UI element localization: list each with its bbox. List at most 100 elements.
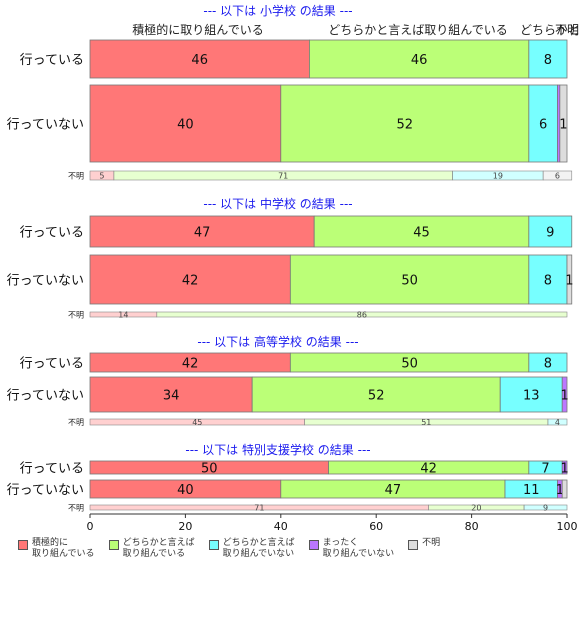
bar-segment	[89, 39, 310, 79]
bar-value-label: 50	[401, 274, 418, 289]
bar-value-label: 45	[413, 226, 430, 241]
bar-value-label: 42	[420, 462, 437, 477]
legend-label: 不明	[422, 538, 441, 548]
bar-value-label: 8	[544, 274, 552, 289]
unknown-row-label: 不明	[68, 418, 84, 427]
x-tick-label: 20	[178, 520, 192, 533]
bar-segment	[528, 39, 568, 79]
bar-segment	[528, 254, 568, 305]
bar-value-label: 7	[541, 462, 549, 477]
bar-value-label: 40	[177, 118, 194, 133]
bar-value-label: 13	[523, 389, 540, 404]
legend-swatch	[408, 540, 419, 550]
legend-swatch	[108, 540, 119, 550]
row-label: 行っていない	[7, 483, 84, 498]
bar-segment	[89, 254, 291, 305]
bar-segment	[89, 215, 315, 248]
unknown-value-label: 51	[421, 418, 431, 427]
bar-value-label: 42	[182, 274, 199, 289]
unknown-value-label: 20	[471, 504, 481, 513]
legend-label: どちらかと言えば 取り組んでいない	[222, 538, 295, 559]
column-header-label: 積極的に取り組んでいる	[132, 22, 263, 37]
bar-segment	[559, 84, 568, 163]
unknown-value-label: 14	[118, 311, 128, 320]
column-header-label: どちらかと言えば取り組んでいる	[328, 23, 507, 37]
unknown-value-label: 19	[493, 172, 503, 181]
unknown-value-label: 71	[278, 172, 288, 181]
bar-value-label: 6	[539, 118, 547, 133]
legend-label: 積極的に 取り組んでいる	[32, 538, 95, 559]
unknown-value-label: 9	[543, 504, 548, 513]
bar-value-label: 46	[411, 53, 428, 68]
bar-value-label: 1	[560, 389, 568, 404]
bar-segment	[528, 84, 558, 163]
unknown-row-label: 不明	[68, 172, 84, 181]
unknown-value-label: 71	[254, 504, 264, 513]
bar-segment	[561, 376, 568, 413]
bar-value-label: 40	[177, 483, 194, 498]
unknown-value-label: 86	[357, 311, 367, 320]
row-label: 行っている	[20, 462, 84, 477]
bar-value-label: 47	[194, 226, 211, 241]
bar-value-label: 9	[546, 226, 554, 241]
bar-segment	[561, 479, 568, 499]
panel-title: --- 以下は 中学校 の結果 ---	[203, 196, 352, 211]
unknown-value-label: 4	[555, 418, 560, 427]
legend-label: まったく 取り組んでいない	[322, 538, 395, 559]
bar-value-label: 1	[565, 274, 573, 289]
column-header-label: 不明	[555, 23, 579, 37]
unknown-bar-segment	[523, 504, 568, 511]
x-tick-label: 100	[557, 520, 578, 533]
legend-item: まったく 取り組んでいない	[308, 538, 395, 560]
bar-value-label: 1	[556, 483, 564, 498]
bar-value-label: 42	[182, 357, 199, 372]
bar-value-label: 1	[560, 462, 568, 477]
bar-segment	[528, 352, 568, 373]
unknown-bar-segment	[542, 170, 573, 181]
legend-swatch	[308, 540, 319, 550]
legend-item: 積極的に 取り組んでいる	[18, 538, 95, 560]
unknown-value-label: 5	[99, 172, 104, 181]
bar-value-label: 1	[559, 118, 567, 133]
bar-value-label: 8	[544, 53, 552, 68]
row-label: 行っていない	[7, 118, 84, 133]
bar-segment	[89, 376, 253, 413]
bar-value-label: 47	[385, 483, 402, 498]
legend-label: どちらかと言えば 取り組んでいる	[122, 538, 195, 559]
bar-segment	[566, 254, 573, 305]
unknown-bar-segment	[156, 311, 568, 318]
bar-value-label: 52	[397, 118, 414, 133]
legend-swatch	[208, 540, 219, 550]
bar-value-label: 46	[191, 53, 208, 68]
bar-segment	[289, 254, 530, 305]
bar-value-label: 52	[368, 389, 385, 404]
bar-value-label: 11	[523, 483, 540, 498]
x-tick-label: 80	[465, 520, 479, 533]
bar-segment	[89, 84, 282, 163]
bar-segment	[561, 460, 568, 475]
bar-segment	[251, 376, 501, 413]
bar-segment	[280, 84, 530, 163]
x-tick-label: 40	[274, 520, 288, 533]
unknown-bar-segment	[547, 418, 568, 426]
unknown-row-label: 不明	[68, 504, 84, 513]
x-tick-label: 60	[369, 520, 383, 533]
legend-item: どちらかと言えば 取り組んでいる	[108, 538, 195, 560]
bar-value-label: 50	[401, 357, 418, 372]
unknown-value-label: 6	[555, 172, 560, 181]
row-label: 行っている	[20, 226, 84, 241]
bar-segment	[528, 215, 573, 248]
panel-title: --- 以下は 小学校 の結果 ---	[203, 3, 352, 18]
chart-legend: 積極的に 取り組んでいる どちらかと言えば 取り組んでいる どちらかと言えば 取り組…	[18, 538, 440, 560]
column-header-label: どちらかと言	[520, 23, 580, 37]
panel-title: --- 以下は 高等学校 の結果 ---	[197, 334, 358, 349]
row-label: 行っていない	[7, 389, 84, 404]
row-label: 行っている	[20, 357, 84, 372]
bar-value-label: 34	[163, 389, 180, 404]
x-tick-label: 0	[87, 520, 94, 533]
bar-segment	[309, 39, 530, 79]
row-label: 行っている	[20, 53, 84, 68]
row-label: 行っていない	[7, 274, 84, 289]
bar-segment	[499, 376, 563, 413]
